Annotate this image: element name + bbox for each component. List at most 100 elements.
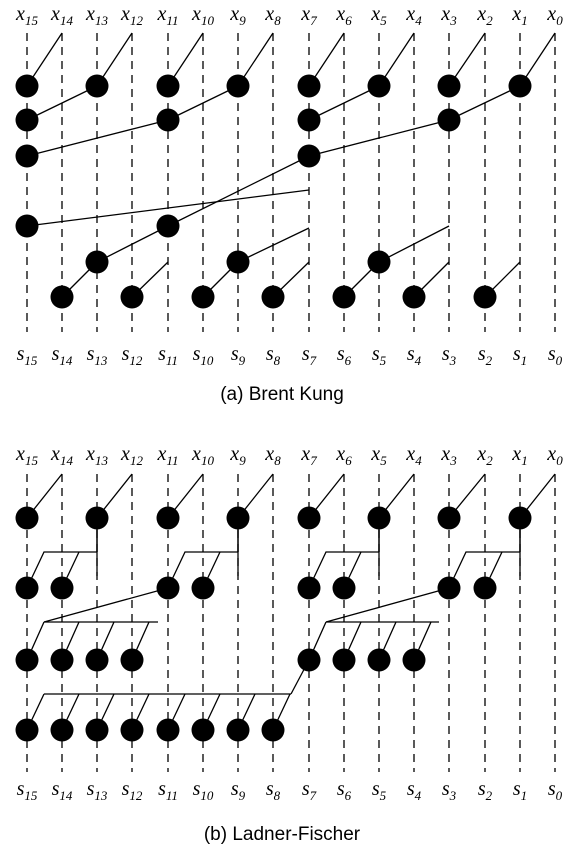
output-label-s4: s4 — [407, 343, 422, 368]
input-label-x10: x10 — [191, 3, 214, 28]
operator-node — [120, 285, 144, 309]
operator-node — [367, 74, 391, 98]
operator-node — [15, 144, 39, 168]
edge — [378, 225, 450, 263]
input-label-x0: x0 — [546, 3, 563, 28]
output-label-s5: s5 — [372, 778, 387, 803]
edge — [96, 225, 169, 263]
input-label-x3: x3 — [440, 3, 457, 28]
operator-node — [191, 576, 215, 600]
brent-kung-caption: (a) Brent Kung — [220, 384, 344, 405]
edge — [43, 587, 169, 623]
input-label-x7: x7 — [300, 443, 317, 468]
output-label-s10: s10 — [193, 343, 214, 368]
edge — [308, 85, 380, 121]
output-label-s13: s13 — [87, 778, 108, 803]
operator-node — [156, 506, 180, 530]
operator-node — [85, 250, 109, 274]
operator-node — [156, 576, 180, 600]
operator-node — [261, 285, 285, 309]
operator-node — [85, 718, 109, 742]
operator-node — [332, 576, 356, 600]
operator-node — [402, 285, 426, 309]
output-label-s1: s1 — [513, 343, 527, 368]
operator-node — [367, 506, 391, 530]
edge — [167, 155, 310, 227]
brent-kung-diagram: x15 x14 x13 x12 x11 x10 x9 x8 x7 x6 x5 x4 x3 x2 x1 x0 s1… — [15, 3, 563, 368]
operator-node — [15, 506, 39, 530]
output-label-s6: s6 — [337, 343, 352, 368]
operator-node — [15, 718, 39, 742]
output-label-s1: s1 — [513, 778, 527, 803]
operator-node — [297, 506, 321, 530]
operator-node — [156, 718, 180, 742]
operator-node — [85, 648, 109, 672]
operator-node — [297, 74, 321, 98]
operator-node — [15, 74, 39, 98]
operator-node — [367, 250, 391, 274]
ladner-fischer-diagram: x15 x14 x13 x12 x11 x10 x9 x8 x7 x6 x5 x4 x3 x2 x1 x0 s1… — [15, 443, 563, 803]
input-label-x6: x6 — [335, 3, 352, 28]
edge — [325, 587, 450, 623]
output-label-s5: s5 — [372, 343, 387, 368]
operator-node — [120, 648, 144, 672]
operator-node — [297, 648, 321, 672]
input-label-x0: x0 — [546, 443, 563, 468]
operator-node — [473, 576, 497, 600]
operator-node — [191, 718, 215, 742]
output-label-s7: s7 — [302, 778, 317, 803]
input-label-x15: x15 — [15, 3, 38, 28]
output-label-s15: s15 — [17, 343, 38, 368]
operator-node — [226, 74, 250, 98]
operator-node — [191, 285, 215, 309]
input-label-x2: x2 — [476, 3, 493, 28]
input-label-x11: x11 — [157, 3, 179, 28]
operator-node — [226, 718, 250, 742]
input-label-x13: x13 — [85, 3, 108, 28]
output-label-s0: s0 — [548, 778, 563, 803]
input-label-x9: x9 — [229, 443, 246, 468]
edge — [448, 85, 521, 121]
output-label-s8: s8 — [266, 343, 281, 368]
output-label-s8: s8 — [266, 778, 281, 803]
output-label-s13: s13 — [87, 343, 108, 368]
edge — [167, 551, 238, 589]
output-label-s14: s14 — [52, 343, 73, 368]
output-label-s7: s7 — [302, 343, 317, 368]
operator-node — [402, 648, 426, 672]
input-label-x12: x12 — [120, 3, 143, 28]
edge — [237, 227, 310, 263]
input-label-x6: x6 — [335, 443, 352, 468]
operator-node — [473, 285, 497, 309]
operator-node — [261, 718, 285, 742]
edge — [308, 551, 379, 589]
edge — [26, 85, 98, 121]
input-label-x1: x1 — [511, 3, 527, 28]
output-label-s11: s11 — [158, 778, 178, 803]
operator-node — [297, 144, 321, 168]
operator-node — [437, 108, 461, 132]
operator-node — [367, 648, 391, 672]
edge — [308, 119, 450, 157]
operator-node — [85, 74, 109, 98]
output-label-s0: s0 — [548, 343, 563, 368]
operator-node — [297, 576, 321, 600]
operator-node — [156, 108, 180, 132]
output-label-s14: s14 — [52, 778, 73, 803]
operator-node — [85, 506, 109, 530]
output-label-s9: s9 — [231, 778, 246, 803]
edge — [26, 119, 169, 157]
output-label-s2: s2 — [478, 778, 493, 803]
output-label-s10: s10 — [193, 778, 214, 803]
output-label-s3: s3 — [442, 343, 457, 368]
operator-node — [508, 506, 532, 530]
input-label-x2: x2 — [476, 443, 493, 468]
input-label-x14: x14 — [50, 3, 73, 28]
edge — [26, 551, 97, 589]
operator-node — [50, 576, 74, 600]
output-label-s9: s9 — [231, 343, 246, 368]
input-label-x8: x8 — [264, 443, 281, 468]
input-label-x4: x4 — [405, 3, 422, 28]
